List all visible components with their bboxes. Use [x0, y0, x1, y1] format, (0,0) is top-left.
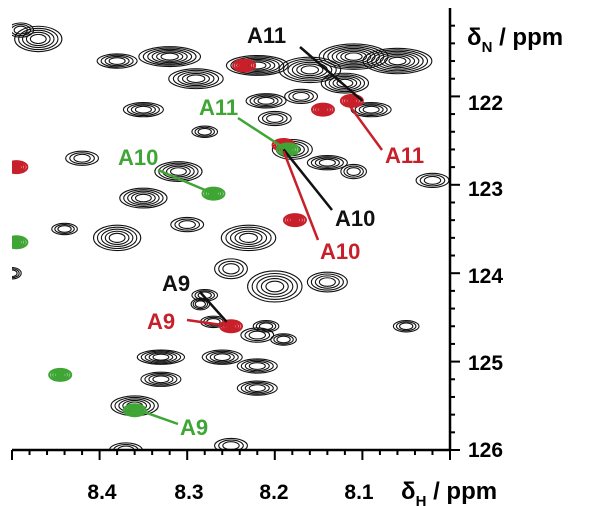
annotation-a9-green: A9 — [180, 415, 208, 440]
annotation-a10-black: A10 — [335, 206, 375, 231]
x-axis-title: δH / ppm — [401, 478, 497, 506]
x-tick-label: 8.4 — [87, 481, 117, 504]
annotation-a11-black: A11 — [247, 23, 286, 48]
annotation-a9-black: A9 — [162, 271, 190, 296]
black-peak — [306, 155, 348, 171]
green-peak — [12, 235, 29, 250]
x-axis-ticks — [11, 450, 451, 460]
black-contour-peaks — [12, 22, 450, 450]
red-peak — [12, 160, 29, 175]
black-peak — [191, 125, 219, 139]
red-peak — [339, 93, 364, 108]
black-peak — [392, 319, 420, 333]
black-peak — [51, 222, 78, 236]
black-peak — [201, 349, 243, 365]
y-tick-label: 125 — [468, 352, 503, 375]
black-peak — [122, 102, 164, 118]
black-peak — [12, 266, 22, 280]
black-peak — [170, 216, 205, 233]
black-peak — [257, 110, 292, 127]
black-peak — [245, 93, 287, 109]
x-tick-label: 8.2 — [259, 481, 288, 504]
y-tick-label: 126 — [468, 439, 503, 462]
black-peak — [278, 56, 342, 84]
black-peak — [247, 270, 303, 303]
black-leader-line — [299, 46, 364, 102]
black-peak — [252, 319, 280, 333]
green-leader-line — [138, 409, 179, 426]
x-tick-label: 8.3 — [174, 481, 203, 504]
green-peak — [201, 186, 226, 201]
x-tick-label: 8.1 — [344, 481, 374, 504]
black-peak — [236, 358, 278, 374]
green-peak — [48, 367, 73, 382]
black-peak — [320, 72, 370, 94]
black-peak — [362, 47, 433, 75]
y-tick-label: 124 — [468, 265, 503, 288]
y-tick-label: 123 — [468, 178, 503, 201]
red-peak — [310, 102, 335, 117]
red-leader-line — [186, 318, 232, 328]
red-peak — [232, 58, 257, 73]
black-peak — [415, 172, 450, 189]
colored-contour-peaks — [12, 58, 364, 418]
red-leader-line — [348, 104, 384, 151]
red-leader-line — [282, 150, 320, 241]
black-peak — [284, 88, 319, 105]
black-peak — [140, 371, 182, 387]
black-peak — [340, 163, 367, 180]
black-peak — [65, 150, 100, 166]
annotation-a11-green: A11 — [199, 95, 238, 120]
black-peak — [270, 333, 297, 346]
black-peak — [214, 258, 248, 280]
green-leader-line — [237, 116, 285, 149]
black-leader-line — [282, 148, 333, 211]
black-peak — [136, 349, 186, 365]
black-peak — [12, 22, 35, 38]
annotation-a10-green: A10 — [118, 145, 158, 170]
black-peak — [191, 289, 219, 302]
annotation-a10-red: A10 — [320, 239, 360, 264]
black-peak — [318, 43, 389, 70]
black-peak — [119, 187, 168, 209]
red-peak — [282, 213, 307, 228]
black-peak — [96, 53, 138, 69]
black-peak — [220, 224, 277, 252]
black-peak — [92, 224, 142, 252]
black-peak — [168, 68, 224, 90]
y-axis-ticks — [450, 24, 460, 451]
annotation-a9-red: A9 — [147, 309, 175, 334]
black-peak — [214, 437, 248, 450]
black-leader-line — [199, 291, 228, 323]
y-axis-title: δN / ppm — [467, 24, 563, 56]
black-peak — [236, 380, 278, 396]
green-leader-line — [157, 168, 214, 195]
annotation-leader-lines — [138, 46, 384, 426]
black-peak — [138, 46, 202, 68]
annotation-a11-red: A11 — [385, 143, 424, 168]
black-peak — [306, 271, 348, 293]
black-peak — [14, 25, 63, 53]
y-tick-label: 122 — [468, 92, 503, 115]
